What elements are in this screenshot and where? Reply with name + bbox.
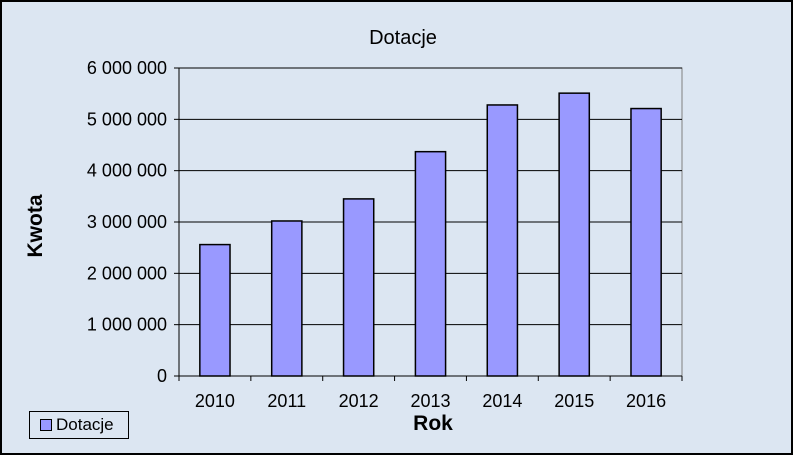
bar-2010 (199, 243, 231, 377)
y-tick-label: 2 000 000 (87, 263, 167, 283)
x-tick-label: 2012 (339, 391, 379, 411)
chart-title: Dotacje (369, 27, 437, 49)
x-tick-label: 2011 (267, 391, 306, 411)
bar-2013 (414, 150, 447, 377)
y-tick-label: 0 (157, 366, 167, 386)
x-tick-label: 2015 (554, 391, 594, 411)
gridlines (179, 67, 682, 326)
legend-label: Dotacje (56, 415, 114, 434)
bar-2012 (342, 198, 375, 377)
legend-swatch (40, 419, 52, 431)
bar-2014 (486, 104, 519, 377)
y-tick-label: 4 000 000 (87, 161, 167, 181)
x-tick-label: 2014 (482, 391, 522, 411)
y-tick-label: 1 000 000 (87, 315, 167, 335)
y-tick-label: 6 000 000 (87, 58, 167, 78)
y-axis-ticks: 0 1 000 000 2 000 000 3 000 000 4 000 000 5 0… (87, 58, 179, 386)
legend: Dotacje (29, 411, 129, 439)
x-tick-label: 2013 (410, 391, 450, 411)
x-tick-label: 2016 (626, 391, 666, 411)
x-tick-label: 2010 (195, 391, 235, 411)
y-axis-title: Kwota (24, 194, 47, 257)
y-tick-label: 5 000 000 (87, 109, 167, 129)
x-axis-title: Rok (413, 412, 453, 435)
bar-2011 (270, 220, 303, 377)
bar-2016 (630, 107, 662, 377)
x-axis-ticks: 2010 2011 2012 2013 2014 2015 2016 (178, 376, 683, 411)
bar-2015 (558, 92, 591, 377)
y-tick-label: 3 000 000 (87, 212, 167, 232)
